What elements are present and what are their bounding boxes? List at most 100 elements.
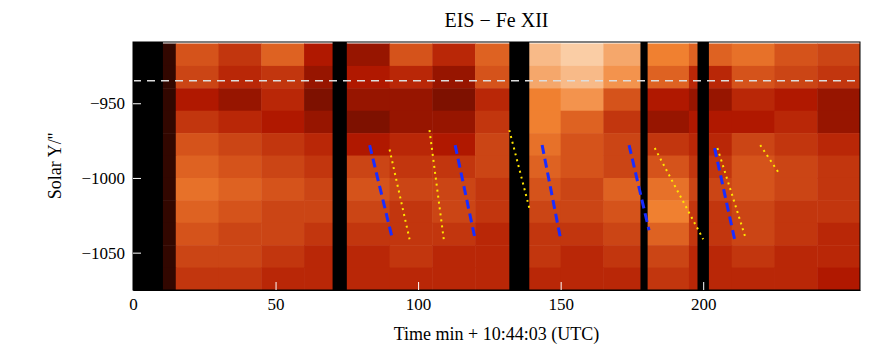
data-gap [640,42,647,290]
heat-cell [646,200,689,223]
heat-cell [390,268,433,290]
x-tick-mark [561,282,562,290]
heat-cell [689,133,732,156]
heat-cell [561,133,604,156]
heat-cell [390,223,433,246]
data-gap [133,42,163,290]
y-tick-mark [133,178,141,179]
x-tick: 150 [548,282,574,314]
heat-cell [390,245,433,268]
x-tick-label: 150 [548,295,574,314]
heat-cell [561,200,604,223]
y-tick: −1000 [81,169,141,188]
annotation-line [760,145,780,175]
heat-cell [176,88,219,111]
heat-cell [774,88,817,111]
heat-cell [817,133,860,156]
x-tick: 50 [268,282,285,314]
heat-cell [432,268,475,290]
y-tick-mark [133,253,141,254]
heat-cell [774,200,817,223]
heat-cell [390,156,433,179]
data-gap [697,42,708,290]
heat-cell [219,178,262,201]
heat-cell [561,178,604,201]
heat-cell [774,156,817,179]
x-tick-mark [276,282,277,290]
annotation-line [542,145,561,239]
heat-cell [261,133,304,156]
heat-cell [432,245,475,268]
heat-cell [689,66,732,89]
heat-cell [219,268,262,290]
heat-cell [774,223,817,246]
heat-cell [732,268,775,290]
heat-cell [561,268,604,290]
heat-cell [176,268,219,290]
heat-cell [732,66,775,89]
heat-cell [646,43,689,66]
x-axis: 0 50 100 150 200 [129,282,860,314]
heat-cell [817,223,860,246]
y-tick: −1050 [81,244,141,263]
heat-cell [432,88,475,111]
heat-cell [432,133,475,156]
y-tick-label: −950 [90,94,125,113]
heat-cell [219,133,262,156]
y-axis-title: Solar Y/'' [45,133,65,199]
heat-cell [689,88,732,111]
heat-cell [732,245,775,268]
heat-cell [817,66,860,89]
heat-cell [603,88,646,111]
heat-cell [347,223,390,246]
heat-cell [432,156,475,179]
heat-cell [646,268,689,290]
heat-cell [732,156,775,179]
heat-cell [261,43,304,66]
heat-cell [176,156,219,179]
x-axis-title: Time min + 10:44:03 (UTC) [394,324,600,345]
heat-cell [689,268,732,290]
x-tick-label: 100 [406,295,432,314]
heat-cell [817,111,860,134]
x-tick-mark [703,282,704,290]
heat-cell [390,178,433,201]
annotation-line [655,148,703,239]
annotation-line [717,148,746,239]
annotation-line [390,150,410,240]
plot: 0 50 100 150 200 −950 −1000 −1050 [81,42,860,314]
heat-cell [817,178,860,201]
annotation-line [430,130,444,239]
heat-cell [176,133,219,156]
heat-cell [176,111,219,134]
heat-cell [732,223,775,246]
heat-cell [603,268,646,290]
heat-cell [347,178,390,201]
heat-cell [774,178,817,201]
heat-cell [603,133,646,156]
heat-cell [219,156,262,179]
heat-cell [176,245,219,268]
title: EIS − Fe XII [444,9,548,31]
x-tick: 200 [691,282,717,314]
heat-cell [689,43,732,66]
heat-cell [432,223,475,246]
heat-cell [176,200,219,223]
data-gap [333,42,347,290]
heat-cell [347,156,390,179]
heat-cell [689,223,732,246]
heat-cell [603,66,646,89]
heat-cell [817,200,860,223]
heat-cell [732,133,775,156]
heat-cell [561,66,604,89]
x-tick-label: 0 [129,295,138,314]
heat-cell [219,223,262,246]
heat-cell [646,178,689,201]
heat-cell [561,43,604,66]
y-tick: −950 [90,94,141,113]
heat-cell [390,111,433,134]
annotation-line [370,145,393,239]
heat-cell [817,156,860,179]
heat-cell [347,43,390,66]
heat-cell [646,111,689,134]
